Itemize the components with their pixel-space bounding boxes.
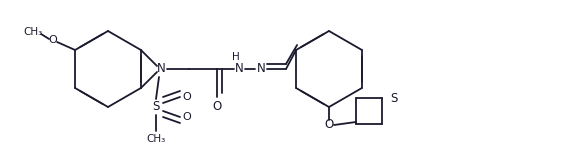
Text: O: O	[49, 35, 57, 45]
Text: CH₃: CH₃	[23, 27, 43, 37]
Text: N: N	[257, 62, 265, 75]
Text: N: N	[157, 62, 165, 75]
Text: O: O	[212, 101, 222, 113]
Text: H: H	[232, 52, 240, 62]
Text: O: O	[183, 112, 191, 122]
Text: O: O	[183, 92, 191, 102]
Text: S: S	[390, 92, 398, 104]
Text: S: S	[152, 101, 160, 113]
Text: CH₃: CH₃	[147, 134, 166, 144]
Text: N: N	[235, 62, 243, 75]
Text: O: O	[324, 119, 333, 132]
